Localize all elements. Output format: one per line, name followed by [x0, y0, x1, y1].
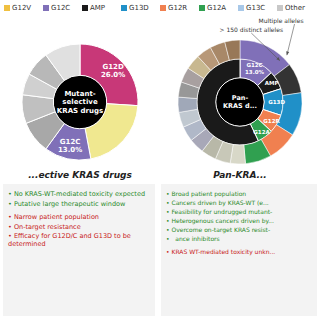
svg-text:Pan-KRA...: Pan-KRA...: [213, 170, 267, 180]
svg-text:G12D: G12D: [102, 63, 123, 71]
svg-text:G13C: G13C: [246, 4, 265, 12]
svg-text:• No KRAS-WT-mediated toxicity: • No KRAS-WT-mediated toxicity expected: [8, 190, 145, 198]
svg-text:AMP: AMP: [265, 80, 279, 86]
svg-text:G12C: G12C: [246, 62, 262, 68]
svg-text:KRAS d...: KRAS d...: [223, 102, 257, 110]
svg-text:• Feasibility for undrugged mu: • Feasibility for undrugged mutant-: [166, 208, 272, 216]
svg-text:G12C: G12C: [51, 4, 70, 12]
svg-text:G13D: G13D: [129, 4, 149, 12]
svg-text:• Broad patient population: • Broad patient population: [166, 190, 246, 198]
svg-text:G12C: G12C: [60, 138, 81, 146]
svg-text:• Cancers driven by KRAS-WT (e: • Cancers driven by KRAS-WT (e...: [166, 199, 269, 207]
svg-text:• ance inhibitors: • ance inhibitors: [166, 235, 220, 242]
svg-text:• KRAS WT-mediated toxicity un: • KRAS WT-mediated toxicity unkn...: [166, 248, 275, 256]
svg-text:G12A: G12A: [207, 4, 226, 12]
svg-text:• Overcome on-target KRAS resi: • Overcome on-target KRAS resist-: [166, 226, 270, 234]
svg-text:> 150 distinct alleles: > 150 distinct alleles: [220, 26, 283, 33]
svg-text:Mutant-: Mutant-: [64, 90, 95, 98]
svg-text:G12R: G12R: [168, 4, 187, 12]
svg-text:• Efficacy for G12D/C and G13D: • Efficacy for G12D/C and G13D to be: [8, 232, 131, 240]
svg-text:...ective KRAS drugs: ...ective KRAS drugs: [28, 170, 132, 180]
svg-text:• Heterogenous cancers driven: • Heterogenous cancers driven by...: [166, 217, 274, 225]
svg-text:Pan-: Pan-: [232, 94, 249, 102]
svg-text:determined: determined: [8, 240, 46, 248]
svg-text:13.0%: 13.0%: [58, 146, 82, 154]
svg-text:• Narrow patient population: • Narrow patient population: [8, 213, 99, 221]
svg-text:G12R: G12R: [263, 118, 280, 124]
svg-text:• On-target resistance: • On-target resistance: [8, 223, 81, 231]
svg-text:KRAS drugs: KRAS drugs: [57, 107, 103, 115]
svg-text:• Putative large therapeutic w: • Putative large therapeutic window: [8, 200, 126, 208]
svg-text:26.0%: 26.0%: [101, 71, 125, 79]
svg-text:G12V: G12V: [12, 4, 31, 12]
svg-text:G12A: G12A: [253, 129, 270, 135]
svg-text:13.0%: 13.0%: [245, 69, 265, 75]
svg-text:G13D: G13D: [268, 99, 285, 105]
svg-text:selective: selective: [62, 98, 98, 106]
svg-text:AMP: AMP: [90, 4, 105, 12]
svg-text:Other: Other: [285, 4, 305, 12]
svg-text:Multiple alleles: Multiple alleles: [259, 17, 304, 25]
